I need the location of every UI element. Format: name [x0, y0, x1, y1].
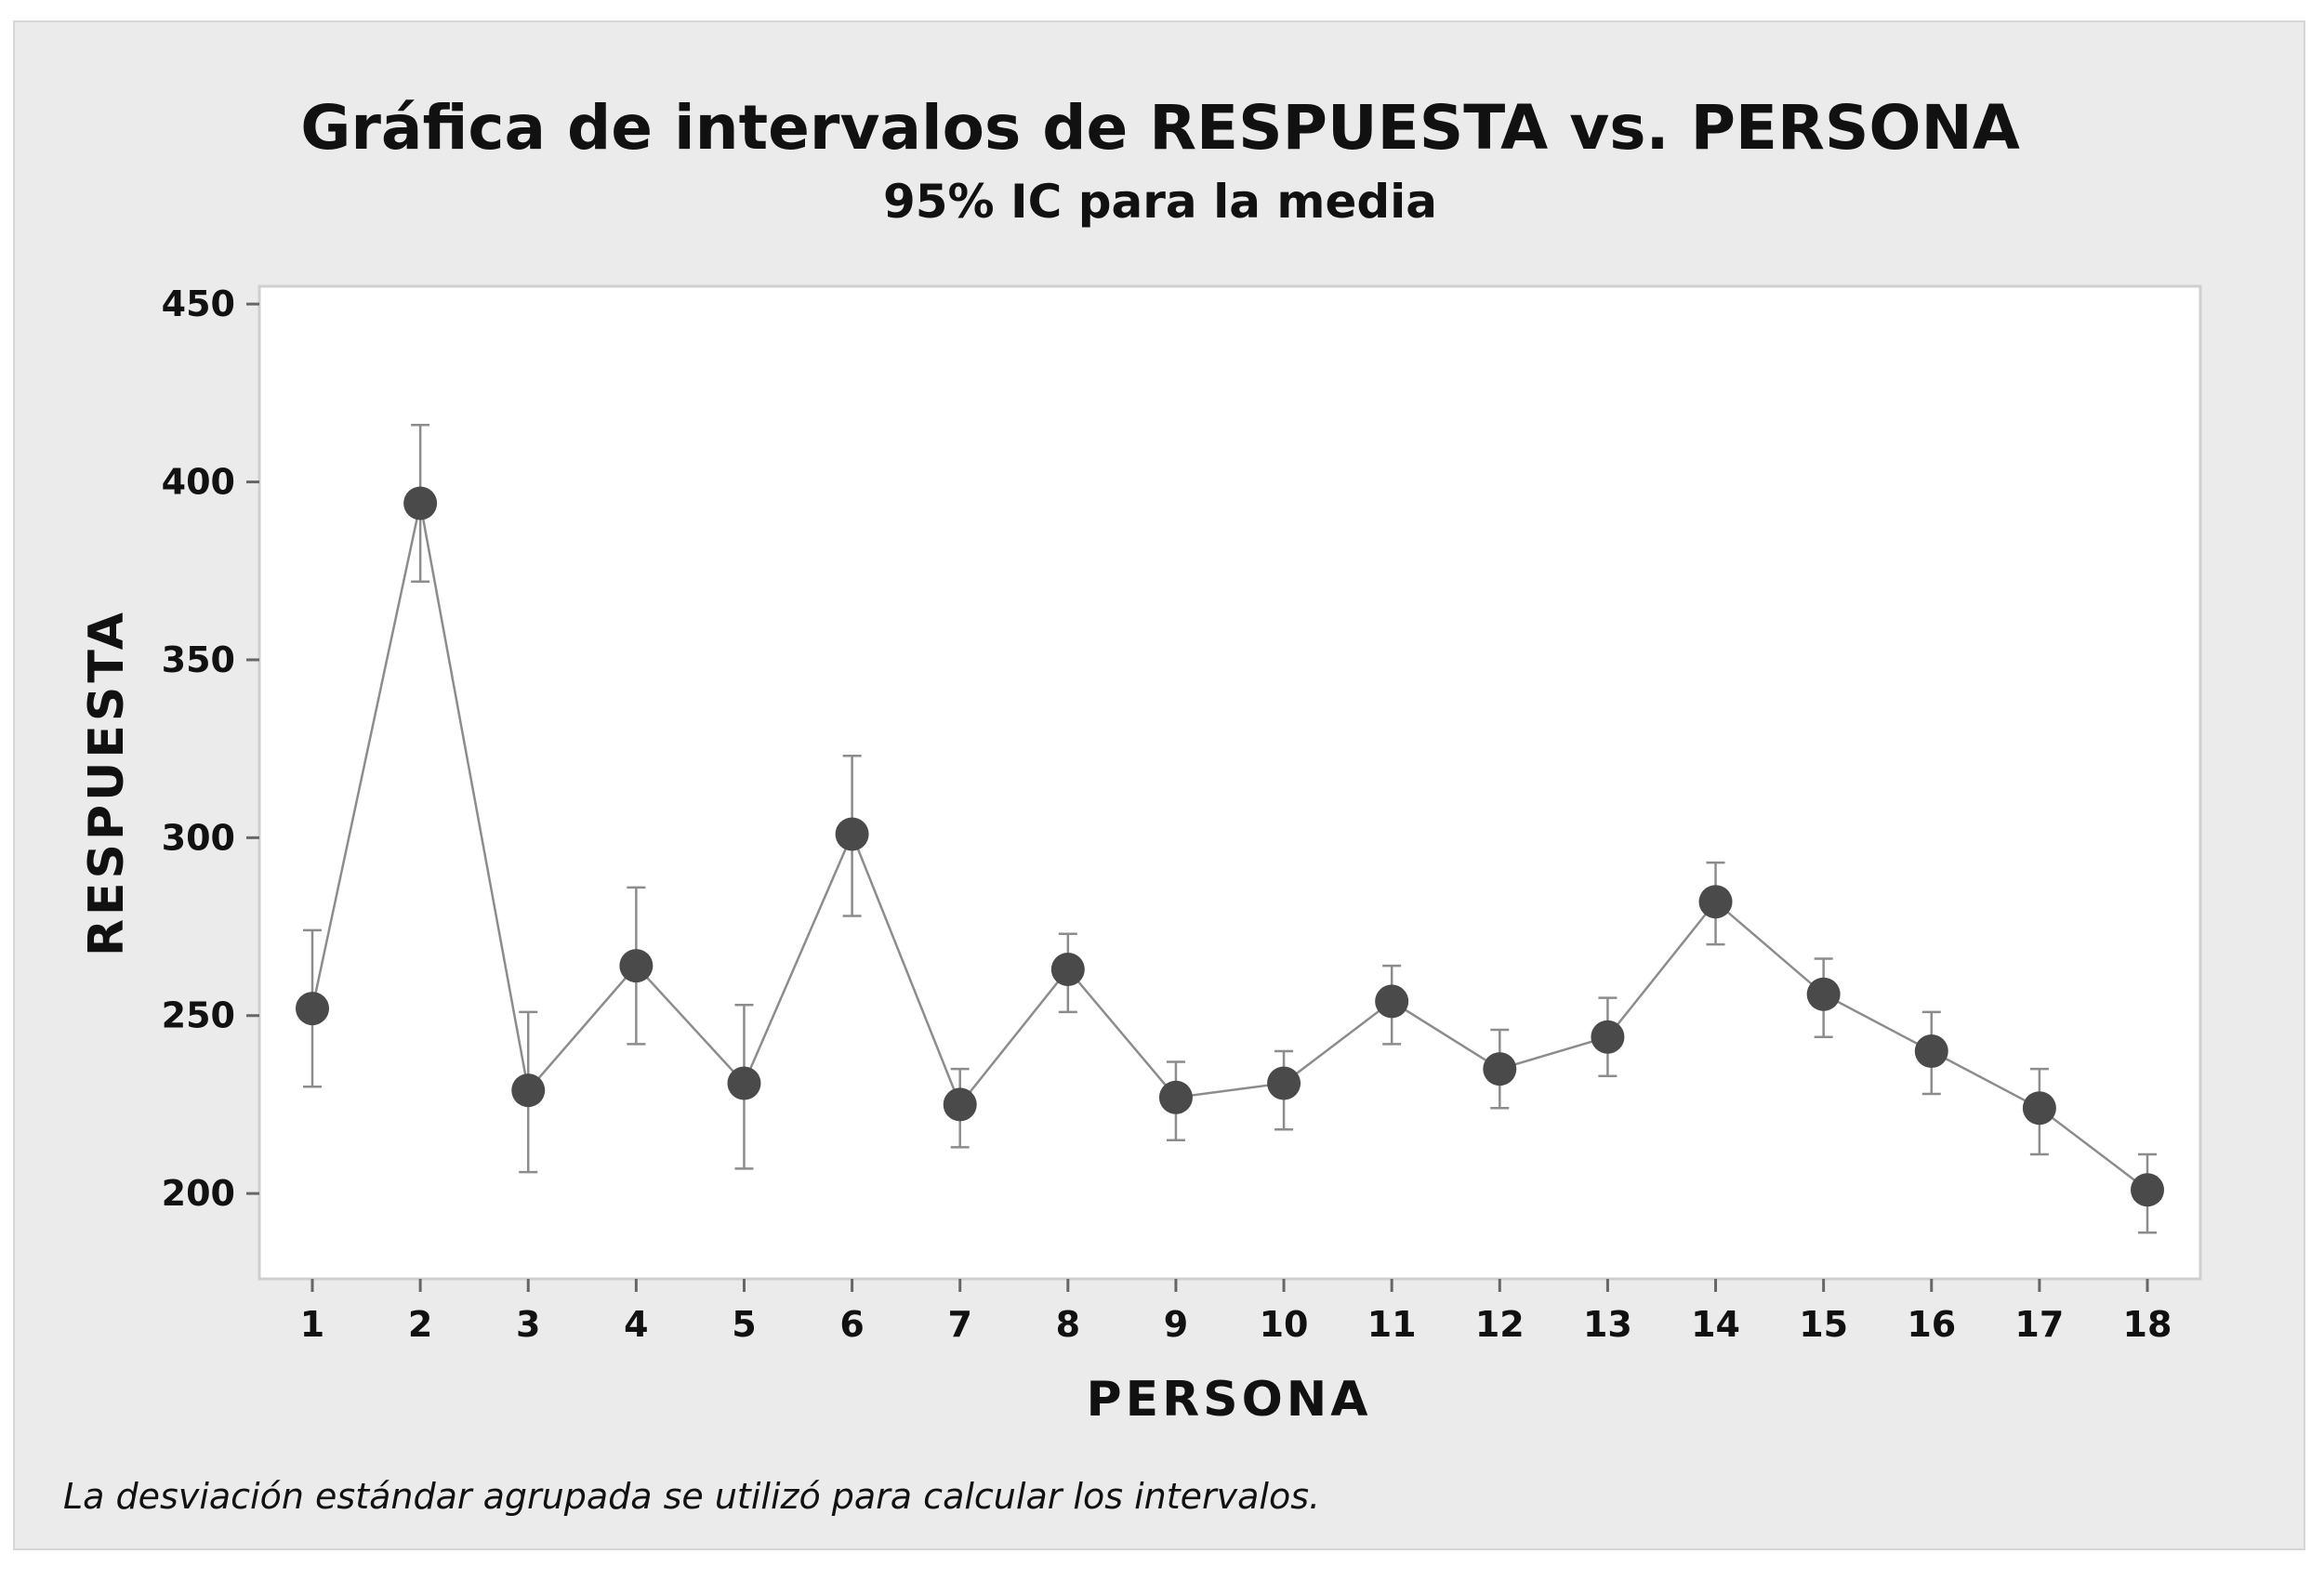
mean-point-14	[1698, 885, 1733, 919]
x-tick-label: 16	[1907, 1304, 1956, 1345]
y-tick-label: 350	[162, 639, 235, 680]
x-tick-label: 12	[1475, 1304, 1525, 1345]
x-tick-label: 17	[2014, 1304, 2064, 1345]
x-tick-label: 14	[1691, 1304, 1740, 1345]
plot-area	[257, 284, 2202, 1281]
x-tick-label: 6	[839, 1304, 864, 1345]
x-tick-label: 3	[516, 1304, 540, 1345]
y-axis-label: RESPUESTA	[79, 609, 135, 956]
mean-point-16	[1914, 1034, 1948, 1069]
mean-point-7	[943, 1087, 977, 1122]
x-tick-label: 4	[624, 1304, 648, 1345]
x-tick-label: 18	[2123, 1304, 2172, 1345]
mean-point-5	[727, 1066, 761, 1100]
mean-point-15	[1806, 977, 1841, 1011]
chart-title: Gráfica de intervalos de RESPUESTA vs. P…	[300, 92, 2020, 164]
chart-subtitle: 95% IC para la media	[883, 175, 1437, 229]
y-tick-label: 200	[162, 1173, 235, 1214]
y-tick-label: 250	[162, 995, 235, 1036]
x-tick-label: 7	[947, 1304, 971, 1345]
mean-point-6	[835, 817, 869, 851]
mean-point-1	[296, 992, 329, 1026]
x-tick-label: 8	[1056, 1304, 1080, 1345]
x-axis-label: PERSONA	[1086, 1372, 1371, 1428]
x-tick-label: 9	[1164, 1304, 1188, 1345]
x-tick-label: 13	[1583, 1304, 1632, 1345]
mean-point-18	[2131, 1173, 2164, 1207]
x-tick-label: 5	[732, 1304, 756, 1345]
mean-point-9	[1158, 1080, 1193, 1114]
y-tick-label: 400	[162, 462, 235, 503]
mean-point-8	[1050, 952, 1085, 986]
mean-points	[296, 486, 2164, 1207]
mean-point-17	[2022, 1091, 2056, 1126]
footnote: La desviación estándar agrupada se utili…	[63, 1476, 1320, 1517]
mean-point-2	[403, 486, 438, 520]
mean-point-3	[511, 1073, 546, 1108]
mean-point-13	[1591, 1020, 1625, 1054]
y-axis: 200 250 300 350 400 450	[162, 283, 259, 1214]
mean-point-4	[619, 949, 654, 983]
x-tick-label: 15	[1799, 1304, 1848, 1345]
x-tick-label: 2	[408, 1304, 432, 1345]
x-tick-label: 1	[300, 1304, 324, 1345]
mean-point-12	[1483, 1052, 1517, 1086]
x-tick-label: 11	[1367, 1304, 1417, 1345]
x-tick-label: 10	[1260, 1304, 1309, 1345]
mean-connect-line	[310, 503, 2148, 1192]
mean-point-11	[1375, 984, 1409, 1019]
mean-point-10	[1267, 1066, 1301, 1100]
y-tick-label: 450	[162, 283, 235, 324]
x-axis: 1 2 3 4 5 6 7 8 9 10 11 12 13 14 15 16 17 18	[300, 1279, 2172, 1345]
y-tick-label: 300	[162, 817, 235, 858]
